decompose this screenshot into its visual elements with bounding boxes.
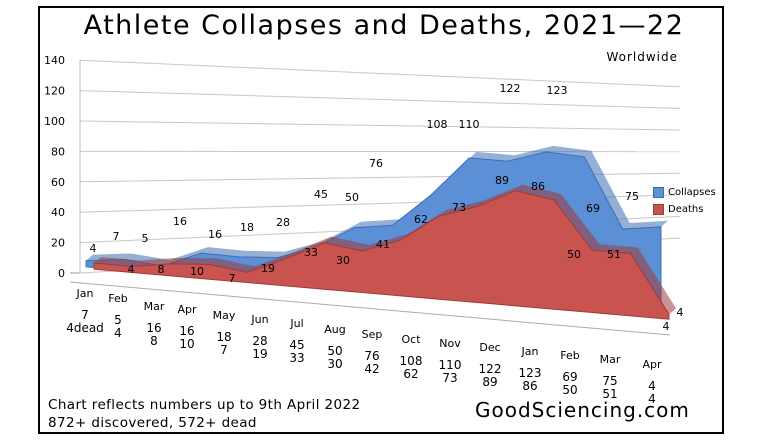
legend-swatch-deaths [653, 204, 664, 215]
data-label-collapses: 16 [208, 228, 222, 241]
data-label-collapses: 16 [173, 215, 187, 228]
y-tick-label: 20 [51, 237, 65, 250]
chart-title: Athlete Collapses and Deaths, 2021—22 [83, 10, 685, 41]
data-label-collapses: 69 [586, 202, 600, 215]
data-label-collapses: 5 [142, 232, 149, 245]
y-tick-label: 140 [44, 54, 65, 67]
data-label-collapses: 4 [677, 306, 684, 319]
footnote-line-2: 872+ discovered, 572+ dead [48, 415, 257, 431]
data-label-collapses: 45 [314, 188, 328, 201]
footnote-line-1: Chart reflects numbers up to 9th April 2… [48, 397, 361, 413]
data-label-collapses: 28 [276, 216, 290, 229]
axis-floor-front [69, 281, 671, 336]
data-label-collapses: 110 [459, 118, 480, 131]
legend-label-collapses: Collapses [668, 187, 716, 198]
data-label-deaths: 4 [663, 320, 670, 333]
chart-subtitle: Worldwide [606, 50, 678, 64]
y-tick-label: 80 [51, 145, 65, 158]
data-label-deaths: 8 [158, 263, 165, 276]
y-tick-label: 40 [51, 206, 65, 219]
data-label-deaths: 89 [495, 174, 509, 187]
y-tick-label: 60 [51, 176, 65, 189]
data-label-collapses: 122 [500, 82, 521, 95]
data-label-deaths: 86 [531, 180, 545, 193]
data-label-deaths: 50 [567, 248, 581, 261]
data-label-deaths: 41 [376, 238, 390, 251]
data-label-deaths: 10 [190, 265, 204, 278]
legend-item-collapses: Collapses [653, 187, 716, 198]
legend-item-deaths: Deaths [653, 204, 716, 215]
data-label-collapses: 75 [625, 190, 639, 203]
y-tick-label: 100 [44, 115, 65, 128]
data-label-deaths: 4 [128, 263, 135, 276]
data-label-collapses: 50 [345, 191, 359, 204]
data-label-deaths: 73 [452, 201, 466, 214]
gridline [79, 90, 681, 109]
data-label-deaths: 30 [336, 254, 350, 267]
legend: Collapses Deaths [653, 187, 716, 221]
legend-label-deaths: Deaths [668, 204, 704, 215]
data-label-collapses: 123 [547, 84, 568, 97]
data-label-collapses: 4 [90, 242, 97, 255]
y-tick-label: 0 [58, 267, 65, 280]
data-label-deaths: 33 [304, 246, 318, 259]
data-label-deaths: 19 [261, 262, 275, 275]
gridline [79, 120, 681, 131]
footnote: Chart reflects numbers up to 9th April 2… [48, 396, 361, 432]
legend-swatch-collapses [653, 187, 664, 198]
data-label-deaths: 7 [229, 272, 236, 285]
data-label-collapses: 76 [369, 157, 383, 170]
data-label-collapses: 7 [113, 230, 120, 243]
data-label-collapses: 18 [240, 221, 254, 234]
data-label-deaths: 51 [607, 248, 621, 261]
gridline [79, 59, 681, 88]
data-label-collapses: 108 [427, 118, 448, 131]
y-tick-label: 120 [44, 85, 65, 98]
site-name: GoodSciencing.com [475, 398, 690, 422]
data-label-deaths: 62 [414, 213, 428, 226]
